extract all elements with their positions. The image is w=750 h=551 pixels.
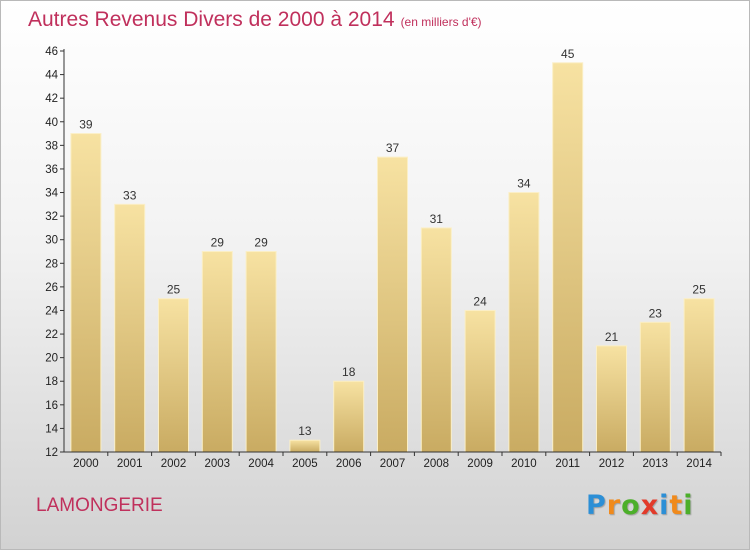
logo-letter: x: [640, 490, 660, 521]
bar-2004: [245, 251, 277, 453]
data-label-2011: 45: [561, 47, 575, 61]
y-tick-label-18: 18: [45, 376, 58, 388]
x-tick-label-2014: 2014: [686, 458, 712, 470]
bar-2001: [114, 203, 146, 453]
bar-2002: [158, 298, 189, 453]
x-tick-label-2011: 2011: [555, 458, 580, 470]
logo-letter: r: [606, 490, 622, 521]
logo-letter: o: [621, 490, 641, 521]
data-label-2001: 33: [123, 188, 137, 202]
y-tick-label-30: 30: [45, 235, 58, 247]
data-label-2002: 25: [167, 283, 181, 297]
x-tick-label-2008: 2008: [424, 458, 450, 470]
bar-2014: [683, 298, 715, 453]
data-label-2014: 25: [692, 283, 706, 297]
data-label-2006: 18: [342, 365, 356, 379]
y-tick-label-26: 26: [45, 282, 58, 294]
bar-2013: [639, 321, 671, 453]
bar-2010: [508, 192, 540, 453]
y-tick-label-12: 12: [45, 447, 58, 459]
data-label-2013: 23: [649, 306, 663, 320]
x-tick-label-2009: 2009: [467, 458, 493, 470]
data-label-2007: 37: [386, 141, 400, 155]
proxiti-logo: Proxiti: [586, 490, 694, 521]
chart-subtitle: (en milliers d'€): [400, 15, 482, 29]
y-tick-label-24: 24: [45, 305, 58, 317]
y-tick-label-36: 36: [45, 164, 58, 176]
bar-2005: [289, 439, 321, 453]
bar-2011: [552, 62, 584, 453]
bar-2007: [377, 156, 408, 453]
logo-letter: i: [683, 490, 694, 521]
y-tick-label-40: 40: [45, 117, 58, 129]
data-label-2008: 31: [430, 212, 444, 226]
y-tick-label-44: 44: [45, 70, 58, 82]
bar-2006: [333, 380, 365, 453]
axes-group: 2000 2001 2002 2003 2004 2005 2006 2007 2008 2009…: [45, 46, 722, 470]
logo-letter: t: [669, 490, 684, 521]
x-tick-label-2013: 2013: [643, 458, 669, 470]
x-tick-label-2004: 2004: [248, 458, 274, 470]
data-label-2000: 39: [79, 118, 93, 132]
y-tick-label-38: 38: [45, 140, 58, 152]
logo-letter: P: [586, 490, 607, 521]
y-tick-label-42: 42: [45, 93, 58, 105]
x-tick-label-2002: 2002: [161, 458, 187, 470]
y-tick-label-28: 28: [45, 258, 58, 270]
data-label-2009: 24: [473, 294, 487, 308]
y-tick-label-32: 32: [45, 211, 58, 223]
y-tick-label-16: 16: [45, 400, 58, 412]
bar-2009: [464, 309, 496, 453]
x-tick-label-2012: 2012: [599, 458, 625, 470]
data-label-2004: 29: [254, 236, 268, 250]
bar-2008: [420, 227, 452, 453]
x-tick-label-2010: 2010: [511, 458, 537, 470]
y-tick-label-14: 14: [45, 423, 58, 435]
x-tick-label-2007: 2007: [380, 458, 406, 470]
data-label-2003: 29: [211, 236, 225, 250]
x-tick-label-2001: 2001: [117, 458, 143, 470]
y-tick-label-22: 22: [45, 329, 58, 341]
x-tick-label-2000: 2000: [73, 458, 99, 470]
title-text: Autres Revenus Divers de 2000 à 2014: [28, 8, 395, 31]
y-tick-label-46: 46: [45, 46, 58, 58]
x-tick-label-2006: 2006: [336, 458, 362, 470]
bar-2000: [70, 133, 102, 453]
y-tick-label-20: 20: [45, 353, 58, 365]
bars-group: 39 33 25 29 29 13 18 37 31 24 34 45 21 23 25: [70, 47, 715, 453]
chart-title: Autres Revenus Divers de 2000 à 2014 (en …: [28, 8, 482, 32]
bar-2003: [201, 251, 233, 453]
data-label-2012: 21: [605, 330, 619, 344]
commune-name: LAMONGERIE: [36, 495, 163, 516]
data-label-2005: 13: [298, 424, 312, 438]
x-tick-label-2005: 2005: [292, 458, 318, 470]
bar-2012: [596, 345, 627, 453]
logo-letter: i: [659, 490, 670, 521]
data-label-2010: 34: [517, 177, 531, 191]
x-tick-label-2003: 2003: [205, 458, 231, 470]
y-tick-label-34: 34: [45, 188, 58, 200]
